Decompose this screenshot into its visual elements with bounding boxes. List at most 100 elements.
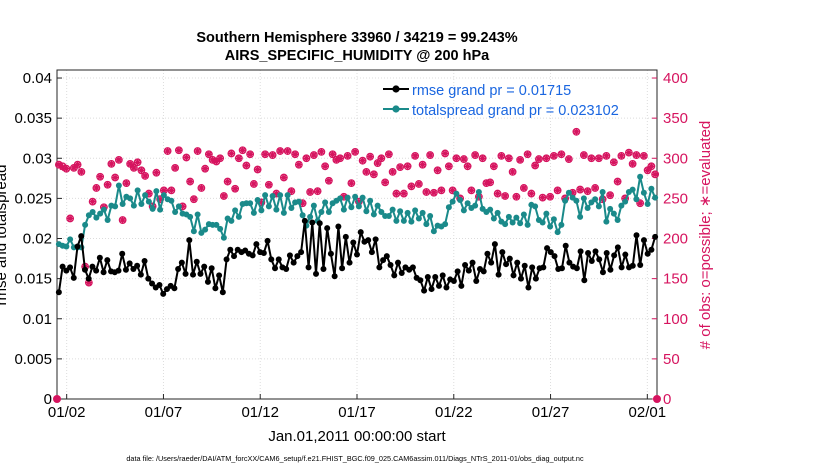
rmse-point [398,270,405,277]
totalspread-point [453,190,460,197]
rmse-point [141,257,148,264]
obs-evaluated-marker [197,184,205,192]
totalspread-point [644,201,651,208]
x-tick-label: 01/07 [145,404,183,421]
x-tick-label: 01/27 [532,404,570,421]
obs-evaluated-marker [329,150,337,158]
y-tick-label-left: 0.02 [23,231,52,248]
obs-evaluated-marker [141,172,149,180]
rmse-point [614,244,621,251]
rmse-point [637,261,644,268]
obs-evaluated-marker [576,185,584,194]
y-tick-label-left: 0 [44,391,52,408]
rmse-point [78,233,85,240]
totalspread-point [490,215,497,222]
obs-evaluated-marker [501,192,509,200]
obs-evaluated-marker [216,154,224,162]
obs-evaluated-marker [452,154,460,162]
y-tick-label-left: 0.015 [14,271,52,288]
rmse-point [435,282,442,289]
totalspread-point [89,209,96,216]
obs-evaluated-marker [201,165,209,173]
totalspread-point [280,209,287,216]
totalspread-point [93,214,100,221]
totalspread-point [415,215,422,222]
rmse-point [350,239,357,246]
obs-evaluated-marker [602,152,610,160]
obs-evaluated-marker [396,163,404,171]
totalspread-point [539,219,546,226]
totalspread-point [153,188,160,195]
rmse-point [249,252,256,259]
obs-evaluated-marker [426,151,434,159]
rmse-point [193,258,200,265]
obs-evaluated-marker [632,151,640,159]
rmse-point [544,245,551,252]
obs-evaluated-marker [62,165,70,173]
obs-evaluated-marker [171,164,179,172]
totalspread-point [273,206,280,213]
obs-evaluated-marker [569,189,577,197]
obs-evaluated-marker [647,162,655,170]
obs-evaluated-marker [317,148,325,156]
rmse-point [391,272,398,279]
rmse-point [540,264,547,271]
rmse-point [85,275,92,282]
rmse-point [585,249,592,256]
rmse-point [611,252,618,259]
obs-evaluated-marker [374,159,382,167]
y-tick-label-right: 50 [663,351,680,368]
rmse-point [529,264,536,271]
rmse-point [324,225,331,232]
totalspread-point [254,196,261,203]
obs-evaluated-marker [524,150,532,158]
obs-evaluated-marker [557,150,565,158]
rmse-point [592,248,599,255]
obs-evaluated-marker [475,193,483,201]
rmse-point [622,251,629,258]
rmse-point [305,264,312,271]
obs-evaluated-marker [415,180,423,188]
rmse-point [581,277,588,284]
obs-evaluated-marker [107,160,115,168]
obs-evaluated-marker [512,193,520,201]
y-tick-label-right: 400 [663,70,688,87]
obs-evaluated-marker [272,189,280,198]
rmse-point [495,271,502,278]
rmse-point [547,249,554,256]
totalspread-point [374,202,381,209]
totalspread-point [112,203,119,210]
obs-evaluated-marker [104,181,112,189]
rmse-point [231,253,238,260]
rmse-point [275,256,282,263]
totalspread-point [130,202,137,209]
legend-spread-marker [392,105,400,113]
obs-evaluated-marker [145,189,153,198]
obs-evaluated-marker [224,177,232,186]
rmse-point [551,253,558,260]
rmse-point [454,268,461,275]
totalspread-point [502,221,509,228]
totalspread-point [344,194,351,201]
totalspread-point [513,214,520,221]
rmse-point [204,278,211,285]
obs-evaluated-marker [629,160,637,168]
totalspread-point [115,182,122,189]
totalspread-point [325,209,332,216]
totalspread-point [157,206,164,213]
totalspread-point [299,212,306,219]
obs-start-marker [53,395,61,403]
y-tick-label-right: 200 [663,231,688,248]
obs-evaluated-marker [111,173,119,182]
obs-evaluated-marker [366,153,374,161]
totalspread-point [63,243,70,250]
rmse-point [450,278,457,285]
totalspread-point [160,192,167,199]
obs-evaluated-marker [554,186,562,194]
totalspread-point [614,217,621,224]
obs-evaluated-marker [565,155,573,163]
obs-evaluated-marker [347,179,355,187]
rmse-point [409,264,416,271]
obs-evaluated-marker [411,152,419,160]
